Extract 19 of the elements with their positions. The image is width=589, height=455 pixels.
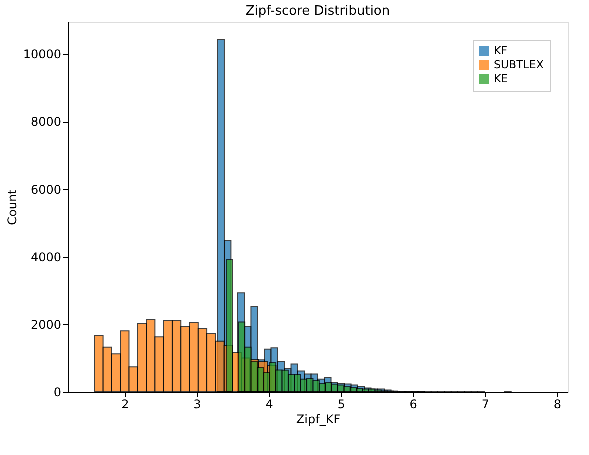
y-tick-label: 2000 [30, 318, 62, 332]
y-tick-label: 4000 [30, 250, 62, 264]
chart-title: Zipf-score Distribution [246, 4, 390, 19]
y-tick-label: 8000 [30, 115, 62, 130]
x-tick-label: 2 [122, 398, 130, 412]
y-axis-title: Count [5, 189, 20, 226]
x-tick-label: 7 [482, 398, 490, 412]
legend-label: KE [494, 72, 508, 86]
x-tick-label: 5 [338, 398, 346, 412]
x-tick-label: 8 [554, 398, 562, 412]
x-tick-label: 6 [410, 398, 418, 412]
x-axis-title: Zipf_KF [296, 412, 341, 426]
legend-label: SUBTLEX [494, 58, 544, 72]
legend-label: KF [494, 44, 508, 58]
y-tick-label: 0 [54, 386, 62, 400]
x-tick-label: 4 [266, 398, 274, 412]
x-tick-label: 3 [194, 398, 202, 412]
y-tick-label: 10000 [23, 48, 62, 62]
y-tick-label: 6000 [30, 182, 62, 197]
